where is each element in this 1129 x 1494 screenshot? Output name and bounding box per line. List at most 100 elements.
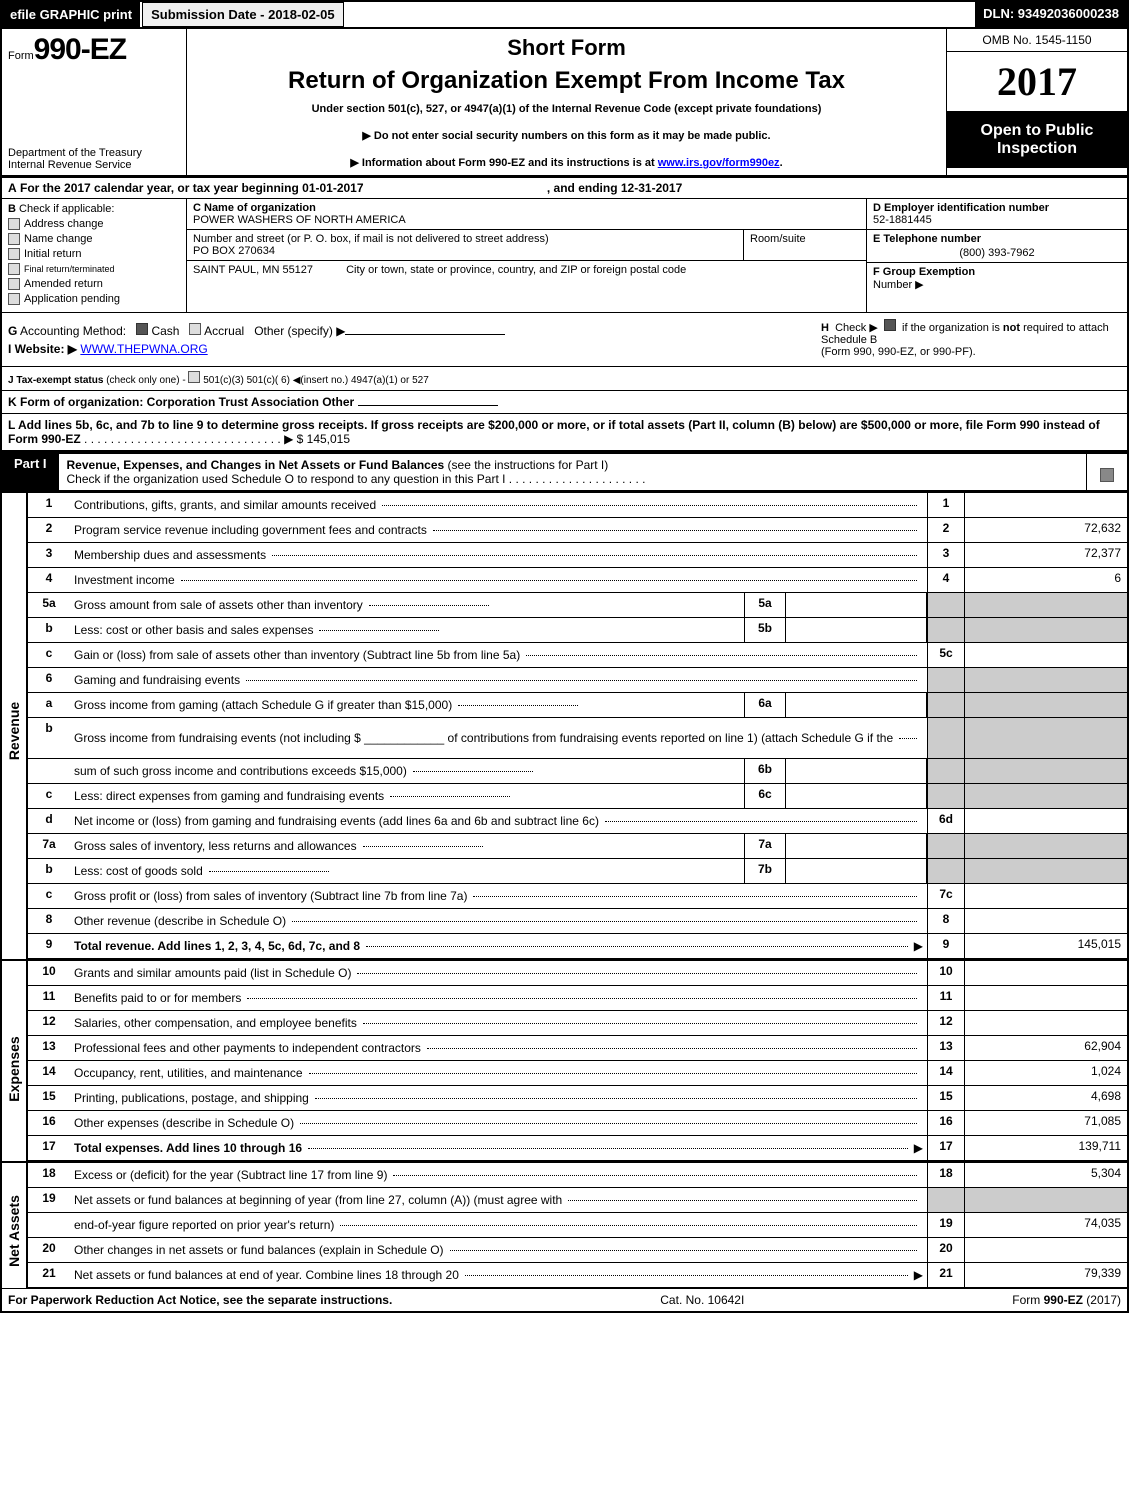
line-description: Occupancy, rent, utilities, and maintena…	[70, 1061, 927, 1085]
line-description: Contributions, gifts, grants, and simila…	[70, 493, 927, 517]
right-line-value	[964, 759, 1127, 783]
line-description: Excess or (deficit) for the year (Subtra…	[70, 1163, 927, 1187]
right-line-number: 4	[927, 568, 964, 592]
chk-501c3-icon[interactable]	[188, 371, 200, 383]
arrow-icon: ▶	[914, 1141, 923, 1155]
address-label: Number and street (or P. O. box, if mail…	[193, 233, 737, 245]
revenue-side-label: Revenue	[2, 493, 28, 959]
right-line-value: 79,339	[964, 1263, 1127, 1287]
line-description: end-of-year figure reported on prior yea…	[70, 1213, 927, 1237]
chk-initial-return[interactable]: Initial return	[8, 248, 180, 260]
efile-print-button[interactable]: efile GRAPHIC print	[2, 2, 140, 27]
radio-accrual-icon[interactable]	[189, 323, 201, 335]
line-description: Gaming and fundraising events	[70, 668, 927, 692]
line-row: 8Other revenue (describe in Schedule O)8	[28, 909, 1127, 934]
chk-address-change[interactable]: Address change	[8, 218, 180, 230]
line-row: cGain or (loss) from sale of assets othe…	[28, 643, 1127, 668]
line-description: Gross sales of inventory, less returns a…	[70, 834, 744, 858]
footer-cat-no: Cat. No. 10642I	[392, 1293, 1012, 1307]
line-number: 1	[28, 493, 70, 517]
chk-h-icon[interactable]	[884, 319, 896, 331]
right-line-number	[927, 859, 964, 883]
right-line-number	[927, 759, 964, 783]
mini-line-number: 5a	[744, 593, 786, 617]
right-line-value: 71,085	[964, 1111, 1127, 1135]
part-i-title-sub: (see the instructions for Part I)	[448, 458, 609, 472]
chk-name-change[interactable]: Name change	[8, 233, 180, 245]
website-link[interactable]: WWW.THEPWNA.ORG	[80, 342, 207, 356]
form-header: Form990-EZ Department of the Treasury In…	[2, 29, 1127, 178]
cash-label: Cash	[151, 324, 179, 338]
line-description: Program service revenue including govern…	[70, 518, 927, 542]
chk-amended-return[interactable]: Amended return	[8, 278, 180, 290]
line-row: bLess: cost of goods sold7b	[28, 859, 1127, 884]
line-description: Other changes in net assets or fund bala…	[70, 1238, 927, 1262]
other-specify-input[interactable]	[345, 334, 505, 335]
label-a: A	[8, 181, 17, 195]
group-exemption-cell: F Group Exemption Number ▶	[867, 263, 1127, 294]
line-number: b	[28, 618, 70, 642]
part-i-title-bold: Revenue, Expenses, and Changes in Net As…	[67, 458, 448, 472]
right-line-number: 18	[927, 1163, 964, 1187]
dln-label: DLN: 93492036000238	[975, 2, 1127, 27]
line-row: 11Benefits paid to or for members11	[28, 986, 1127, 1011]
arrow-icon: ▶	[914, 939, 923, 953]
right-line-number	[927, 693, 964, 717]
chk-application-pending[interactable]: Application pending	[8, 293, 180, 305]
part-i-checkbox-cell	[1086, 452, 1127, 491]
other-org-input[interactable]	[358, 405, 498, 406]
line-description: Less: direct expenses from gaming and fu…	[70, 784, 744, 808]
line-row: 20Other changes in net assets or fund ba…	[28, 1238, 1127, 1263]
right-line-value	[964, 809, 1127, 833]
org-name-label: C Name of organization	[193, 202, 860, 214]
telephone-label: E Telephone number	[873, 233, 1121, 245]
right-line-value: 72,632	[964, 518, 1127, 542]
instructions-link[interactable]: www.irs.gov/form990ez	[658, 157, 780, 169]
col-def: D Employer identification number 52-1881…	[866, 199, 1127, 312]
j-opts: 501(c)(3) 501(c)( 6) ◀(insert no.) 4947(…	[203, 375, 429, 386]
address-row: Number and street (or P. O. box, if mail…	[187, 230, 866, 261]
line-description: Net income or (loss) from gaming and fun…	[70, 809, 927, 833]
right-line-number: 9	[927, 934, 964, 958]
k-text: K Form of organization: Corporation Trus…	[8, 395, 354, 409]
tax-year-begin: 01-01-2017	[302, 181, 363, 195]
right-line-value	[964, 961, 1127, 985]
mini-line-value	[786, 618, 927, 642]
open-line2: Inspection	[951, 140, 1123, 158]
row-gh: G Accounting Method: Cash Accrual Other …	[2, 313, 1127, 367]
net-assets-lines: 18Excess or (deficit) for the year (Subt…	[28, 1163, 1127, 1288]
line-row: 18Excess or (deficit) for the year (Subt…	[28, 1163, 1127, 1188]
right-line-value: 5,304	[964, 1163, 1127, 1187]
line-description: Gross amount from sale of assets other t…	[70, 593, 744, 617]
line-description: Less: cost of goods sold	[70, 859, 744, 883]
l-text: L Add lines 5b, 6c, and 7b to line 9 to …	[8, 418, 1100, 446]
line-row: 6Gaming and fundraising events	[28, 668, 1127, 693]
net-assets-side-label: Net Assets	[2, 1163, 28, 1288]
spacer	[344, 2, 976, 27]
row-j: J Tax-exempt status (check only one) - 5…	[2, 367, 1127, 391]
line-number: 6	[28, 668, 70, 692]
right-line-value: 74,035	[964, 1213, 1127, 1237]
other-label: Other (specify) ▶	[254, 324, 345, 338]
open-line1: Open to Public	[951, 122, 1123, 140]
checkbox-icon	[8, 278, 20, 290]
schedule-o-checkbox-icon[interactable]	[1100, 468, 1114, 482]
line-description: Net assets or fund balances at end of ye…	[70, 1263, 927, 1287]
line-number: 9	[28, 934, 70, 958]
under-section: Under section 501(c), 527, or 4947(a)(1)…	[197, 103, 936, 115]
right-line-value: 62,904	[964, 1036, 1127, 1060]
right-line-number	[927, 668, 964, 692]
chk-lbl: Name change	[24, 233, 93, 245]
return-title: Return of Organization Exempt From Incom…	[197, 67, 936, 95]
line-description: Gross profit or (loss) from sales of inv…	[70, 884, 927, 908]
checkbox-icon	[8, 293, 20, 305]
line-number: 2	[28, 518, 70, 542]
mini-line-number: 6a	[744, 693, 786, 717]
radio-cash-icon[interactable]	[136, 323, 148, 335]
mini-line-value	[786, 859, 927, 883]
line-row: 9Total revenue. Add lines 1, 2, 3, 4, 5c…	[28, 934, 1127, 959]
accounting-method-line: G Accounting Method: Cash Accrual Other …	[8, 323, 821, 338]
line-description: sum of such gross income and contributio…	[70, 759, 744, 783]
right-line-number: 13	[927, 1036, 964, 1060]
chk-final-return[interactable]: Final return/terminated	[8, 263, 180, 275]
